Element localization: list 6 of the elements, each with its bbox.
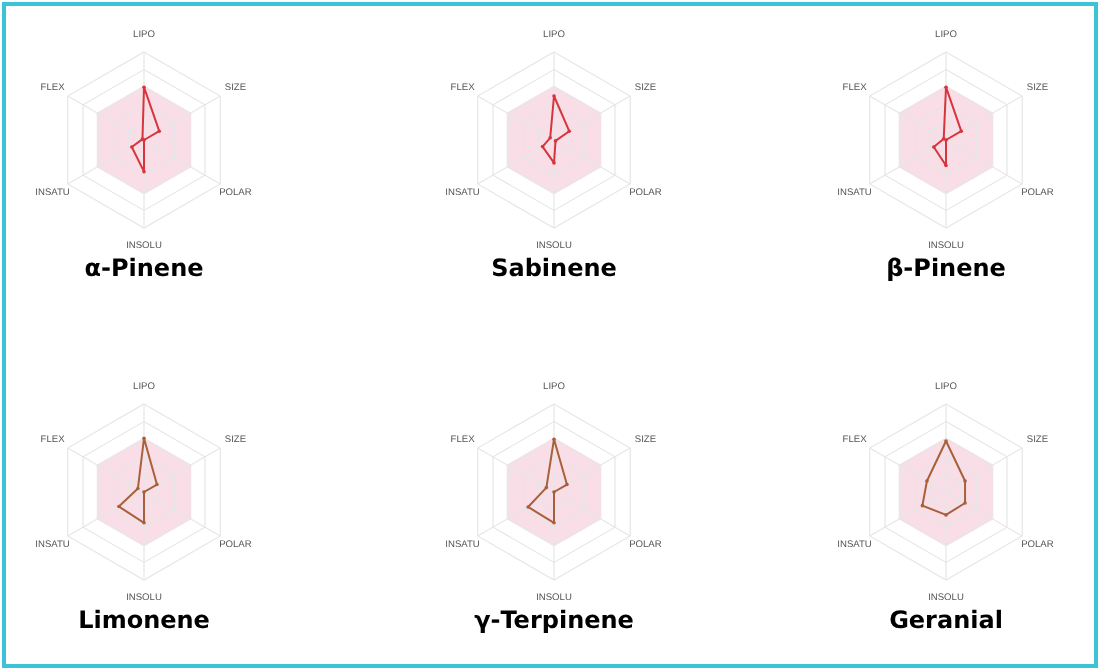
text: Limonene bbox=[78, 606, 210, 634]
text: α-Pinene bbox=[84, 254, 204, 282]
text: Sabinene bbox=[491, 254, 617, 282]
text: Geranial bbox=[889, 606, 1003, 634]
text: β-Pinene bbox=[886, 254, 1006, 282]
text: γ-Terpinene bbox=[474, 606, 634, 634]
